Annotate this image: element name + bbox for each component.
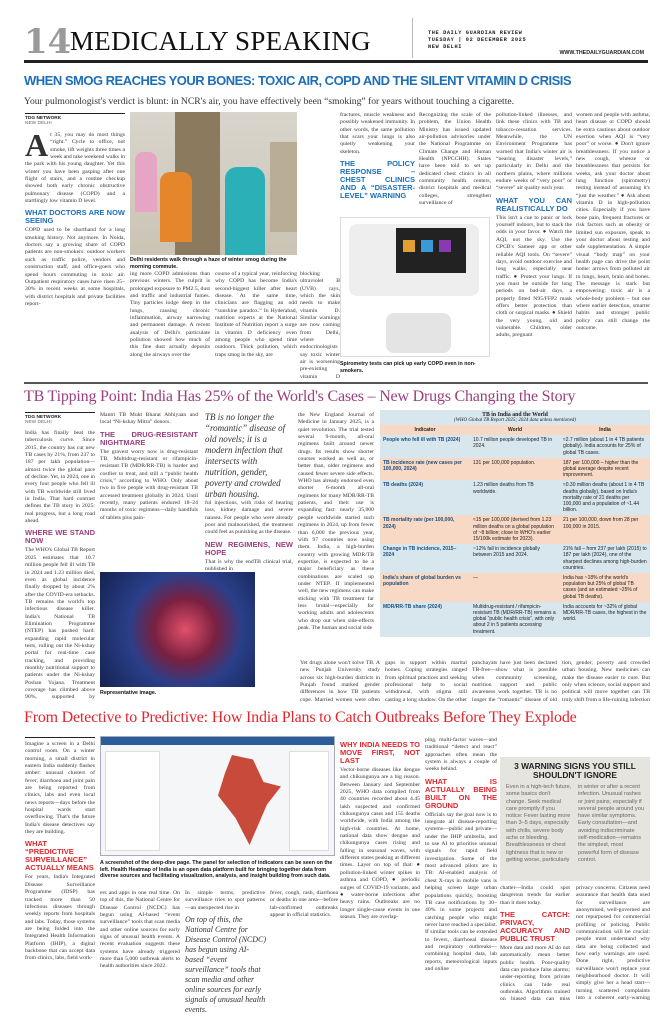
table-row: TB incidence rate (new cases per 100,000…: [380, 457, 650, 481]
table-title: TB in India and the World (WHO Global TB …: [380, 410, 650, 425]
article1-col6: Recognizing the scale of the problem, th…: [419, 112, 491, 207]
date: TUESDAY | 02 DECEMBER 2025: [428, 37, 527, 43]
heatmap-screenshot: [100, 736, 335, 856]
city: NEW DELHI: [428, 44, 463, 50]
article1-col3: course of a typical year, reinforcing wh…: [215, 271, 297, 358]
table-header: World: [470, 425, 560, 436]
article3-col1: Imagine a screen in a Delhi control room…: [25, 737, 95, 1002]
article2-col7: panchayats have just been declared TB-fr…: [472, 660, 557, 702]
section-rule: [24, 382, 648, 384]
screenshot-caption: A screenshot of the deep-dive page. The …: [100, 860, 333, 879]
table-row: Change in TB incidence, 2015–2024 ~12% fa…: [380, 544, 650, 574]
article2-headline: TB Tipping Point: India Has 25% of the W…: [24, 388, 576, 405]
table-row: TB deaths (2024) 1.23 million deaths from…: [380, 480, 650, 516]
article2-col2: Mantri TB Mukt Bharat Abhiyaan and local…: [100, 412, 198, 521]
byline: TDG NETWORK NEW DELHI: [25, 412, 95, 425]
header-rule: [24, 60, 648, 63]
article1-headline: WHEN SMOG REACHES YOUR BONES: TOXIC AIR,…: [24, 73, 572, 88]
header-divider: [412, 18, 413, 58]
pull-quote: On top of this, the National Centre for …: [185, 915, 267, 1014]
tb-table: TB in India and the World (WHO Global TB …: [380, 410, 650, 637]
article2-col6: gaps in support within marital homes. Co…: [385, 660, 467, 702]
table-row: India's share of global burden vs popula…: [380, 573, 650, 602]
spirometer-photo: [340, 217, 490, 357]
website-url[interactable]: WWW.THEDAILYGUARDIAN.COM: [559, 50, 644, 56]
table-row: TB mortality rate (per 100,000, 2024) ≈15…: [380, 515, 650, 545]
tb-lungs-image: [100, 572, 255, 687]
section-title: MEDICALLY SPEAKING: [70, 26, 371, 56]
article1-col4: blocking ultraviolet B (UVB) rays, which…: [300, 271, 340, 380]
table-header: Indicator: [380, 425, 470, 436]
image-caption: Representative image.: [100, 690, 157, 696]
table-row: People who fell ill with TB (2024) 10.7 m…: [380, 435, 650, 458]
article2-col1: India has finally beat the tuberculosis …: [25, 430, 95, 700]
article3-col4: fever, cough, rash, diarrhoea or deaths …: [270, 890, 338, 919]
page-number: 14: [24, 22, 72, 62]
article1-col7: pollution-linked illnesses, and link the…: [496, 112, 572, 339]
table-row: MDR/RR-TB share (2024) Multidrug-resistan…: [380, 601, 650, 637]
article3-col8: privacy concerns. Citizens need assuranc…: [576, 885, 650, 1002]
paper-name: THE DAILY GUARDIAN REVIEW: [428, 30, 523, 36]
table-header: India: [560, 425, 650, 436]
article3-col2: ers and apps in one real time. On top of…: [100, 890, 180, 970]
article1-col8: women and people with asthma, heart dise…: [576, 112, 650, 331]
article1-col2: ing more COPD admissions than previous w…: [130, 271, 210, 358]
spirometer-caption: Spirometry tests can pick up early COPD …: [340, 361, 476, 374]
article1-col5: fractures, muscle weakness and possibly …: [340, 112, 415, 201]
box-title: 3 WARNING SIGNS YOU STILL SHOULDN'T IGNO…: [514, 761, 636, 780]
dateline: THE DAILY GUARDIAN REVIEW TUESDAY | 02 D…: [428, 30, 526, 51]
article3-headline: From Detective to Predictive: How India …: [24, 709, 577, 726]
article3-col7: chatter—India could spot dangerous trend…: [500, 885, 570, 1002]
article2-col8: tion, gender, poverty and crowded urban …: [562, 660, 650, 702]
smog-photo: [130, 112, 297, 255]
warning-signs-box: 3 WARNING SIGNS YOU STILL SHOULDN'T IGNO…: [500, 757, 650, 881]
article3-col5: WHY INDIA NEEDS TO MOVE FIRST, NOT LAST …: [340, 740, 420, 920]
article2-col3: ful injections, with risks of hearing lo…: [205, 500, 293, 570]
article3-col6: ping, multi-factor waves—and traditional…: [425, 737, 497, 972]
article2-col5: Yet drugs alone won't solve TB. A new Pu…: [300, 660, 380, 702]
subhead: WHAT DOCTORS ARE NOW SEEING: [25, 208, 125, 226]
drop-cap: A: [25, 132, 49, 163]
article2-col4: the New England Journal of Medicine in J…: [298, 412, 374, 631]
byline: TDG NETWORK NEW DELHI: [25, 113, 125, 126]
article1-dek: Your pulmonologist's verdict is blunt: i…: [24, 96, 515, 107]
photo-caption: Delhi residents walk through a haze of w…: [130, 257, 287, 270]
article3-col3: In simple terms, predictive surveillance…: [185, 890, 265, 910]
pull-quote: TB is no longer the “romantic” disease o…: [205, 412, 286, 499]
